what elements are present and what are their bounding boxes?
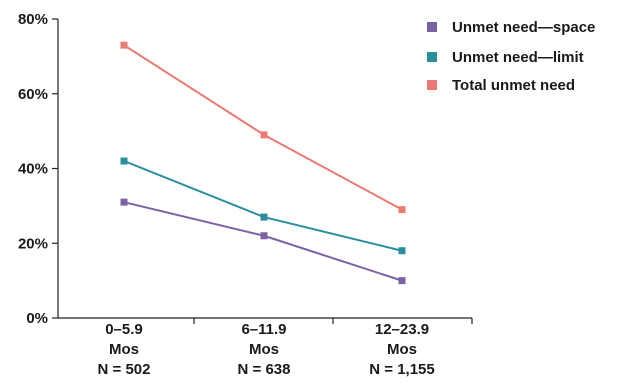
legend-label-unmet-need-limit: Unmet need—limit bbox=[452, 49, 584, 66]
x-tick-label: 6–11.9 Mos N = 638 bbox=[238, 321, 291, 378]
legend-swatch-total-unmet-need bbox=[427, 80, 437, 90]
data-point-unmet-need-limit bbox=[120, 157, 128, 165]
series-points bbox=[120, 41, 406, 285]
x-axis-ticks: 0–5.9 Mos N = 502 6–11.9 Mos N = 638 12–23.9 Mo… bbox=[98, 318, 473, 378]
legend-label-total-unmet-need: Total unmet need bbox=[452, 77, 575, 94]
data-point-total-unmet-need bbox=[260, 131, 268, 139]
data-point-unmet-need-space bbox=[398, 277, 406, 285]
chart-axes bbox=[57, 19, 472, 319]
data-point-unmet-need-limit bbox=[260, 213, 268, 221]
legend-swatch-unmet-need-limit bbox=[427, 52, 437, 62]
y-tick-label: 80% bbox=[18, 11, 48, 28]
y-tick-label: 60% bbox=[18, 86, 48, 103]
legend: Unmet need—space Unmet need—limit Total un… bbox=[427, 19, 595, 94]
y-axis-ticks: 0% 20% 40% 60% 80% bbox=[18, 11, 58, 327]
legend-swatch-unmet-need-space bbox=[427, 22, 437, 32]
series-line-total-unmet-need bbox=[123, 44, 403, 211]
data-point-unmet-need-limit bbox=[398, 247, 406, 255]
y-tick-label: 20% bbox=[18, 235, 48, 252]
data-point-unmet-need-space bbox=[260, 232, 268, 240]
data-point-total-unmet-need bbox=[398, 206, 406, 214]
x-tick-label: 12–23.9 Mos N = 1,155 bbox=[369, 321, 434, 378]
x-tick-label: 0–5.9 Mos N = 502 bbox=[98, 321, 151, 378]
series-lines bbox=[123, 44, 403, 282]
data-point-unmet-need-space bbox=[120, 198, 128, 206]
legend-label-unmet-need-space: Unmet need—space bbox=[452, 19, 595, 36]
data-point-total-unmet-need bbox=[120, 41, 128, 49]
y-tick-label: 0% bbox=[26, 310, 48, 327]
y-tick-label: 40% bbox=[18, 161, 48, 178]
